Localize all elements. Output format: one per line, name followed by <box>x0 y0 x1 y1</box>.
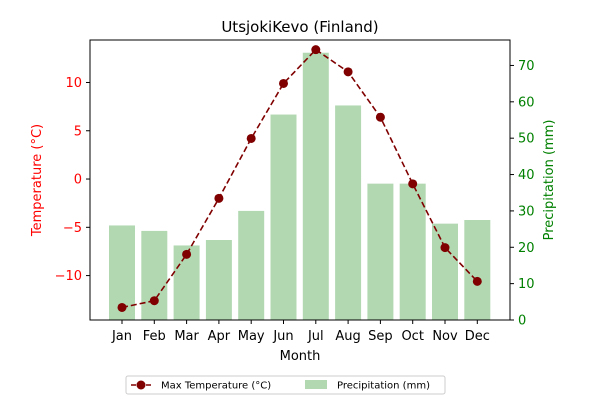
precipitation-bar <box>367 183 394 320</box>
temperature-point <box>440 243 450 253</box>
right-y-tick-label: 40 <box>518 168 535 183</box>
precipitation-bars <box>109 52 491 321</box>
temperature-point <box>246 133 256 143</box>
x-tick-label: Aug <box>335 329 360 344</box>
precipitation-bar <box>238 210 265 320</box>
right-y-axis: 0 10 20 30 40 50 60 70 <box>510 59 535 329</box>
legend-frame <box>125 375 446 395</box>
legend: Max Temperature (°C) Precipitation (mm) <box>125 375 446 395</box>
x-tick-label: May <box>238 329 265 344</box>
precipitation-bar <box>432 223 458 320</box>
temperature-line-path <box>121 48 478 309</box>
precipitation-bar <box>205 240 232 320</box>
temperature-point <box>182 249 192 259</box>
left-y-tick-label: 0 <box>74 173 82 188</box>
temperature-point <box>149 296 159 306</box>
x-tick-label: Nov <box>432 329 458 344</box>
right-y-axis-label: Precipitation (mm) <box>542 120 557 241</box>
temperature-point <box>408 179 418 189</box>
temperature-line <box>117 45 482 312</box>
x-tick-label: Sep <box>368 329 393 344</box>
temperature-point <box>214 193 224 203</box>
precipitation-bar <box>464 220 491 320</box>
right-y-tick-label: 20 <box>518 241 535 256</box>
precipitation-bar <box>270 114 297 320</box>
temperature-point <box>279 78 288 88</box>
x-axis: Jan Feb Mar Apr May Jun Jul Aug Sep Oct Nov Dec <box>111 320 490 344</box>
legend-marker-swatch <box>136 380 146 390</box>
temperature-point <box>343 67 353 77</box>
left-y-tick-label: 10 <box>65 76 82 91</box>
temperature-point <box>311 45 321 55</box>
precipitation-bar <box>141 230 168 320</box>
right-y-tick-label: 0 <box>518 314 526 329</box>
right-y-tick-label: 10 <box>518 277 535 292</box>
legend-label-temperature: Max Temperature (°C) <box>161 381 271 392</box>
x-axis-label: Month <box>280 349 321 364</box>
left-y-tick-label: −10 <box>55 269 82 284</box>
left-y-tick-label: 5 <box>74 124 82 139</box>
right-y-tick-label: 50 <box>518 132 535 147</box>
precipitation-bar <box>335 105 362 320</box>
x-tick-label: Feb <box>143 329 166 344</box>
x-tick-label: Apr <box>208 329 231 344</box>
x-tick-label: Jun <box>272 329 293 344</box>
chart-title: UtsjokiKevo (Finland) <box>221 18 378 36</box>
x-tick-label: Oct <box>401 329 423 344</box>
left-y-axis: −10 −5 0 5 10 <box>55 76 90 284</box>
precipitation-bar <box>302 52 329 321</box>
x-tick-label: Jan <box>111 329 132 344</box>
plot-frame <box>89 39 511 321</box>
legend-bar-swatch <box>305 380 327 389</box>
right-y-tick-label: 70 <box>518 59 535 74</box>
left-y-axis-label: Temperature (°C) <box>30 124 45 237</box>
x-tick-label: Jul <box>307 329 324 344</box>
right-y-tick-label: 60 <box>518 95 535 110</box>
temperature-point <box>375 112 385 122</box>
x-tick-label: Mar <box>174 329 199 344</box>
right-y-tick-label: 30 <box>518 204 535 219</box>
temperature-point <box>472 276 482 286</box>
precipitation-bar <box>399 183 426 320</box>
x-tick-label: Dec <box>465 329 490 344</box>
left-y-tick-label: −5 <box>63 221 82 236</box>
temperature-point <box>117 302 127 312</box>
legend-label-precipitation: Precipitation (mm) <box>337 381 430 392</box>
